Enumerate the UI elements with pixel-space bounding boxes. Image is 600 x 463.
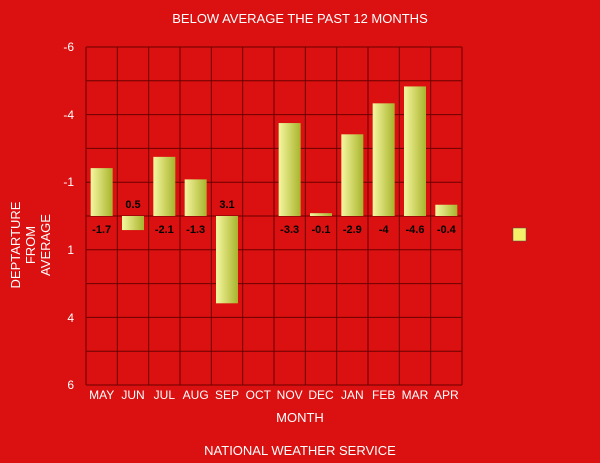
x-tick-label-aug: AUG — [183, 388, 209, 402]
data-label-nov: -3.3 — [280, 224, 299, 236]
x-tick-label-apr: APR — [434, 388, 459, 402]
bar-feb — [372, 103, 395, 216]
y-tick-label: -6 — [63, 40, 74, 54]
y-tick-label: 4 — [67, 311, 74, 325]
data-label-may: -1.7 — [92, 224, 111, 236]
x-tick-label-mar: MAR — [402, 388, 429, 402]
x-tick-label-jun: JUN — [121, 388, 144, 402]
x-tick-label-feb: FEB — [372, 388, 395, 402]
bar-jul — [153, 156, 176, 216]
data-label-apr: -0.4 — [437, 224, 457, 236]
x-tick-label-sep: SEP — [215, 388, 239, 402]
data-label-jun: 0.5 — [125, 199, 140, 211]
bar-jan — [341, 134, 364, 216]
x-tick-label-oct: OCT — [246, 388, 272, 402]
data-label-aug: -1.3 — [186, 224, 205, 236]
data-label-mar: -4.6 — [406, 224, 425, 236]
plot-area: -6 -4 -1 1 4 6 -1.7 MAY 0.5 JUN -2.1 JUL -1.3 AUG 3.1 S… — [63, 40, 463, 402]
data-label-feb: -4 — [379, 224, 390, 236]
bar-sep — [216, 216, 238, 304]
data-label-jan: -2.9 — [343, 224, 362, 236]
bar-jun — [122, 216, 144, 231]
y-axis-label-line-3: AVERAGE — [38, 214, 53, 276]
x-tick-label-dec: DEC — [308, 388, 334, 402]
y-tick-label: -1 — [63, 175, 74, 189]
bar-aug — [184, 179, 207, 216]
x-tick-label-may: MAY — [89, 388, 114, 402]
bar-mar — [404, 86, 426, 216]
footer-text: NATIONAL WEATHER SERVICE — [204, 443, 396, 458]
y-axis-label: DEPTARTURE FROM AVERAGE — [8, 201, 53, 288]
bar-apr — [435, 204, 458, 216]
x-tick-label-jan: JAN — [341, 388, 364, 402]
bar-may — [90, 168, 113, 216]
bar-nov — [278, 123, 301, 216]
chart-title: BELOW AVERAGE THE PAST 12 MONTHS — [172, 11, 428, 26]
y-tick-label: 6 — [67, 378, 74, 392]
x-tick-label-nov: NOV — [277, 388, 303, 402]
data-label-jul: -2.1 — [155, 224, 174, 236]
y-tick-label: 1 — [67, 243, 74, 257]
y-axis-label-line-2: FROM — [23, 226, 38, 264]
y-axis-label-line-1: DEPTARTURE — [8, 201, 23, 288]
legend-swatch — [512, 227, 527, 242]
bar-dec — [310, 213, 332, 216]
y-tick-label: -4 — [63, 108, 74, 122]
data-label-dec: -0.1 — [312, 224, 331, 236]
data-label-sep: 3.1 — [219, 199, 234, 211]
x-tick-label-jul: JUL — [154, 388, 176, 402]
x-axis-label: MONTH — [276, 410, 324, 425]
